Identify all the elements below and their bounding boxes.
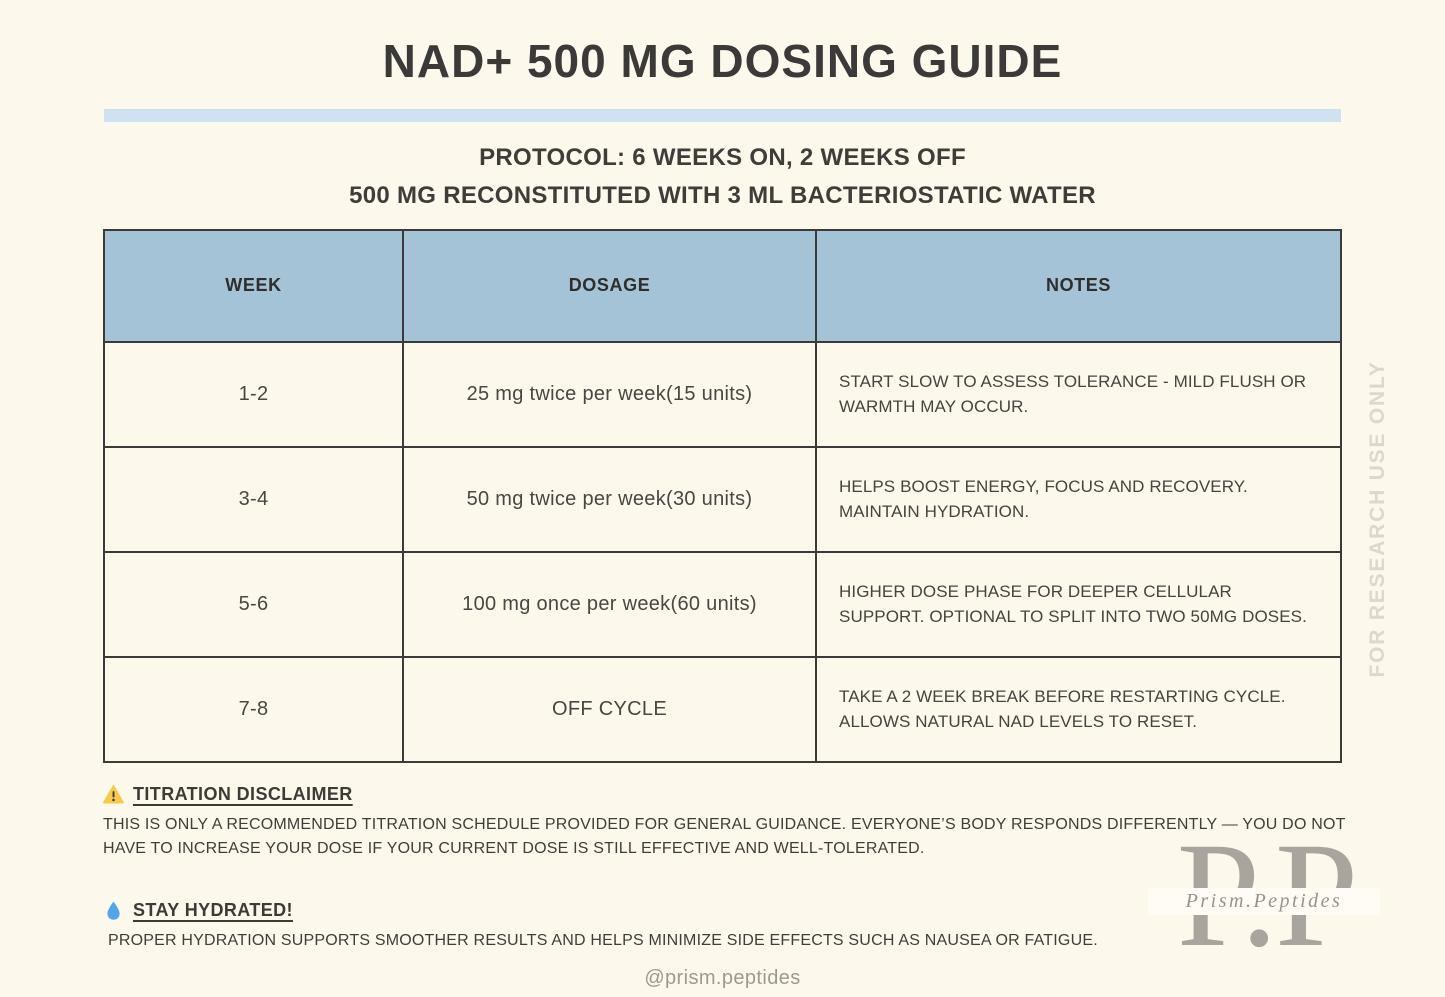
warning-icon — [103, 784, 124, 805]
hydration-disclaimer-title: STAY HYDRATED! — [133, 899, 293, 920]
week-cell: 7-8 — [103, 655, 404, 763]
dosage-cell: 25 mg twice per week(15 units) — [402, 340, 817, 448]
hydration-disclaimer-section: STAY HYDRATED! PROPER HYDRATION SUPPORTS… — [103, 900, 1358, 953]
dosage-cell: 50 mg twice per week(30 units) — [402, 445, 817, 553]
hydration-disclaimer-heading: STAY HYDRATED! — [103, 900, 1358, 921]
water-drop-icon — [103, 900, 124, 921]
column-header-week: WEEK — [103, 228, 404, 343]
hydration-disclaimer-body: PROPER HYDRATION SUPPORTS SMOOTHER RESUL… — [108, 931, 1098, 949]
dosage-cell: 100 mg once per week(60 units) — [402, 550, 817, 658]
protocol-line-1: PROTOCOL: 6 WEEKS ON, 2 WEEKS OFF — [479, 144, 966, 171]
research-use-watermark: FOR RESEARCH USE ONLY — [1366, 360, 1389, 678]
table-header-row: WEEK DOSAGE NOTES — [103, 228, 1342, 343]
dosage-cell: OFF CYCLE — [402, 655, 817, 763]
table-row: 1-2 25 mg twice per week(15 units) START… — [103, 340, 1342, 448]
brand-script-text: Prism.Peptides — [1185, 890, 1343, 912]
page-title: NAD+ 500 MG DOSING GUIDE — [382, 35, 1063, 87]
dosing-guide-page: { "page": { "title": "NAD+ 500 MG DOSING… — [0, 34, 1445, 997]
titration-disclaimer-heading: TITRATION DISCLAIMER — [103, 784, 1358, 805]
table-row: 7-8 OFF CYCLE TAKE A 2 WEEK BREAK BEFORE… — [103, 655, 1342, 763]
titration-disclaimer-body: THIS IS ONLY A RECOMMENDED TITRATION SCH… — [103, 815, 1346, 857]
week-cell: 5-6 — [103, 550, 404, 658]
protocol-block: PROTOCOL: 6 WEEKS ON, 2 WEEKS OFF 500 MG… — [0, 139, 1445, 215]
brand-logo: P.P Prism.Peptides — [1148, 820, 1380, 970]
notes-cell: HELPS BOOST ENERGY, FOCUS AND RECOVERY. … — [815, 445, 1342, 553]
notes-cell: TAKE A 2 WEEK BREAK BEFORE RESTARTING CY… — [815, 655, 1342, 763]
protocol-line-2: 500 MG RECONSTITUTED WITH 3 ML BACTERIOS… — [349, 181, 1096, 209]
notes-cell: HIGHER DOSE PHASE FOR DEEPER CELLULAR SU… — [815, 550, 1342, 658]
table-row: 3-4 50 mg twice per week(30 units) HELPS… — [103, 445, 1342, 553]
week-cell: 3-4 — [103, 445, 404, 553]
titration-disclaimer-section: TITRATION DISCLAIMER THIS IS ONLY A RECO… — [103, 784, 1358, 861]
brand-script-band: Prism.Peptides — [1148, 888, 1380, 915]
column-header-notes: NOTES — [815, 228, 1342, 343]
divider-bar — [104, 109, 1341, 122]
dosing-table: WEEK DOSAGE NOTES 1-2 25 mg twice per we… — [103, 228, 1342, 763]
titration-disclaimer-title: TITRATION DISCLAIMER — [133, 783, 353, 804]
column-header-dosage: DOSAGE — [402, 228, 817, 343]
social-handle: @prism.peptides — [644, 967, 801, 989]
table-row: 5-6 100 mg once per week(60 units) HIGHE… — [103, 550, 1342, 658]
week-cell: 1-2 — [103, 340, 404, 448]
notes-cell: START SLOW TO ASSESS TOLERANCE - MILD FL… — [815, 340, 1342, 448]
